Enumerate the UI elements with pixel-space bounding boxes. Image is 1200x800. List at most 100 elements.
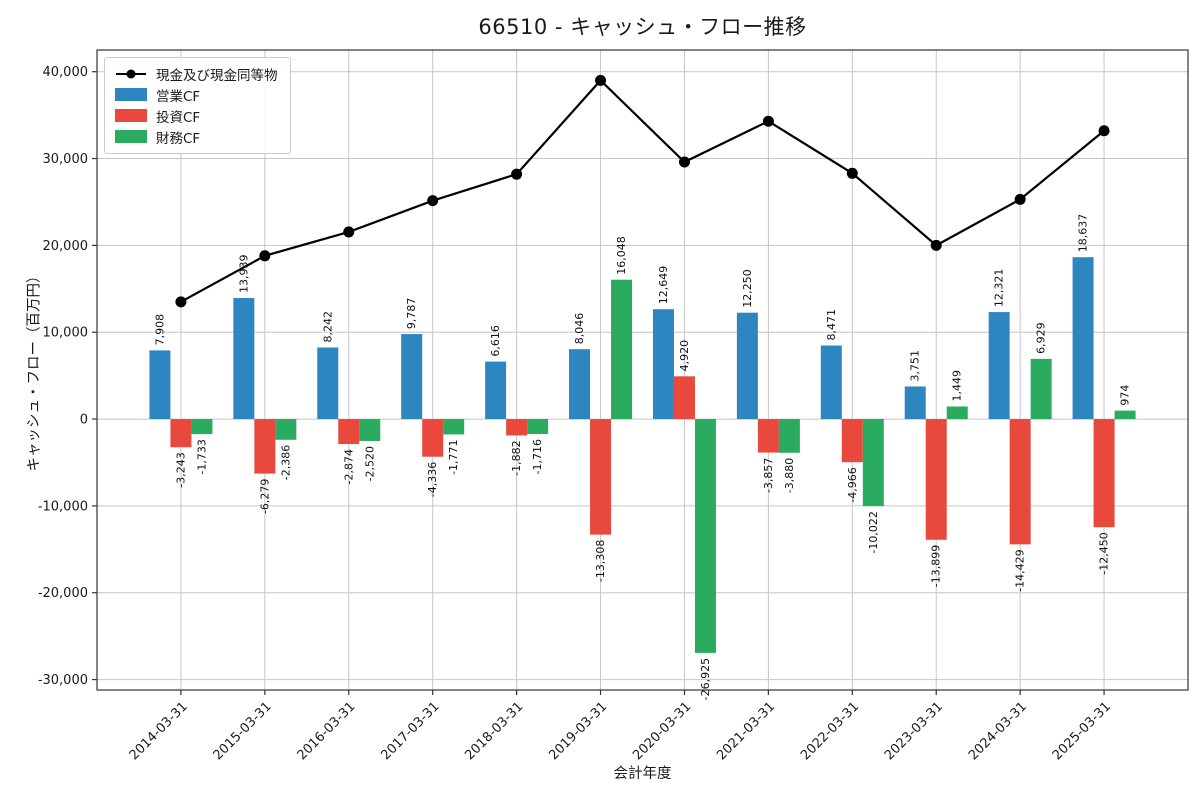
bar-value-label-investing-cf: 4,920 — [678, 340, 691, 372]
y-tick-label: 30,000 — [43, 152, 89, 167]
y-axis-title: キャッシュ・フロー（百万円） — [26, 268, 43, 472]
bar-financing-cf — [443, 419, 465, 435]
bar-value-label-financing-cf: 974 — [1119, 385, 1132, 406]
bar-value-label-operating-cf: 9,787 — [405, 298, 418, 330]
bar-investing-cf — [422, 419, 444, 457]
bar-value-label-investing-cf: -13,899 — [930, 545, 943, 587]
bar-value-label-financing-cf: 6,929 — [1035, 322, 1048, 354]
y-tick-label: 0 — [80, 413, 88, 428]
bar-value-label-investing-cf: -14,429 — [1014, 549, 1027, 591]
legend-item-financing-cf: 財務CF — [115, 128, 278, 147]
bar-value-label-investing-cf: -13,308 — [594, 540, 607, 582]
bar-value-label-operating-cf: 3,751 — [909, 350, 922, 382]
bar-investing-cf — [757, 419, 779, 453]
line-marker-icon — [115, 67, 147, 81]
legend-label-investing-cf: 投資CF — [156, 109, 201, 126]
bar-value-label-operating-cf: 6,616 — [489, 325, 502, 356]
operating-cf-swatch-icon — [115, 88, 147, 101]
cash-line-marker — [343, 226, 355, 238]
bar-value-label-operating-cf: 7,908 — [153, 314, 166, 346]
bar-value-label-financing-cf: -2,386 — [279, 445, 292, 480]
bar-value-label-financing-cf: 1,449 — [951, 370, 964, 402]
x-tick-label: 2023-03-31 — [882, 699, 946, 763]
bar-operating-cf — [317, 347, 339, 420]
bar-value-label-operating-cf: 8,471 — [825, 309, 838, 341]
y-tick-label: -30,000 — [38, 673, 88, 688]
legend-label-cash-and-equivalents: 現金及び現金同等物 — [156, 67, 278, 84]
bar-value-label-financing-cf: -10,022 — [867, 511, 880, 553]
bar-investing-cf — [590, 419, 612, 535]
x-tick-label: 2017-03-31 — [378, 699, 442, 763]
bar-value-label-investing-cf: -4,966 — [846, 467, 859, 502]
cash-line-marker — [930, 239, 942, 251]
bar-investing-cf — [841, 419, 863, 463]
bar-value-label-operating-cf: 12,649 — [657, 266, 670, 305]
y-tick-label: -20,000 — [38, 586, 88, 601]
bar-financing-cf — [611, 279, 633, 420]
bar-value-label-financing-cf: 16,048 — [615, 236, 628, 275]
bar-financing-cf — [275, 419, 297, 440]
bar-value-label-financing-cf: -1,733 — [195, 439, 208, 474]
bar-financing-cf — [946, 406, 968, 420]
bar-value-label-operating-cf: 13,939 — [237, 255, 250, 294]
bar-operating-cf — [233, 298, 255, 420]
x-tick-label: 2020-03-31 — [630, 699, 694, 763]
bar-investing-cf — [338, 419, 360, 445]
bar-investing-cf — [1093, 419, 1115, 528]
bar-value-label-investing-cf: -12,450 — [1098, 532, 1111, 574]
cash-line-marker — [1098, 125, 1110, 137]
bar-value-label-financing-cf: -3,880 — [783, 458, 796, 493]
bar-financing-cf — [527, 419, 549, 434]
x-tick-label: 2024-03-31 — [966, 699, 1030, 763]
x-tick-label: 2015-03-31 — [211, 699, 275, 763]
x-axis-title: 会計年度 — [613, 766, 672, 782]
bar-investing-cf — [170, 419, 192, 448]
bar-financing-cf — [191, 419, 213, 435]
bar-investing-cf — [1009, 419, 1031, 545]
bar-value-label-operating-cf: 12,321 — [993, 269, 1006, 307]
legend-item-operating-cf: 営業CF — [115, 86, 278, 105]
bar-value-label-financing-cf: -2,520 — [363, 446, 376, 481]
bar-financing-cf — [1114, 410, 1136, 420]
bar-value-label-operating-cf: 18,637 — [1077, 214, 1090, 253]
x-tick-label: 2022-03-31 — [798, 699, 862, 763]
cash-line-marker — [762, 115, 774, 127]
cash-line-marker — [595, 74, 607, 86]
bar-value-label-financing-cf: -26,925 — [699, 658, 712, 700]
bar-value-label-investing-cf: -1,882 — [510, 440, 523, 475]
cash-line-marker — [846, 167, 858, 179]
legend-label-financing-cf: 財務CF — [156, 130, 201, 147]
x-tick-label: 2014-03-31 — [127, 699, 191, 763]
cash-line-marker — [511, 168, 523, 180]
bar-financing-cf — [694, 419, 716, 653]
investing-cf-swatch-icon — [115, 109, 147, 122]
bar-operating-cf — [736, 312, 758, 420]
bar-value-label-investing-cf: -3,243 — [174, 452, 187, 487]
bar-value-label-investing-cf: -2,874 — [342, 449, 355, 484]
bar-financing-cf — [359, 419, 381, 441]
x-tick-label: 2019-03-31 — [546, 699, 610, 763]
plot-border — [96, 49, 1189, 691]
cash-line-marker — [1014, 193, 1026, 205]
x-tick-label: 2025-03-31 — [1050, 699, 1114, 763]
y-tick-label: 10,000 — [43, 326, 89, 341]
bar-value-label-investing-cf: -6,279 — [258, 479, 271, 514]
bar-operating-cf — [149, 350, 171, 420]
x-tick-label: 2018-03-31 — [462, 699, 526, 763]
legend-label-operating-cf: 営業CF — [156, 88, 201, 105]
bar-value-label-financing-cf: -1,716 — [531, 439, 544, 474]
bar-financing-cf — [862, 419, 884, 507]
bar-operating-cf — [988, 312, 1010, 420]
chart-title: 66510 - キャッシュ・フロー推移 — [478, 15, 807, 39]
legend: 現金及び現金同等物 営業CF 投資CF 財務CF — [104, 57, 291, 154]
y-tick-label: 40,000 — [43, 65, 89, 80]
cash-line — [180, 78, 1105, 303]
y-tick-label: -10,000 — [38, 499, 88, 514]
bar-value-label-operating-cf: 8,242 — [321, 311, 334, 343]
bar-investing-cf — [673, 376, 695, 420]
bar-operating-cf — [485, 361, 507, 420]
legend-item-investing-cf: 投資CF — [115, 107, 278, 126]
bar-value-label-investing-cf: -3,857 — [762, 458, 775, 493]
